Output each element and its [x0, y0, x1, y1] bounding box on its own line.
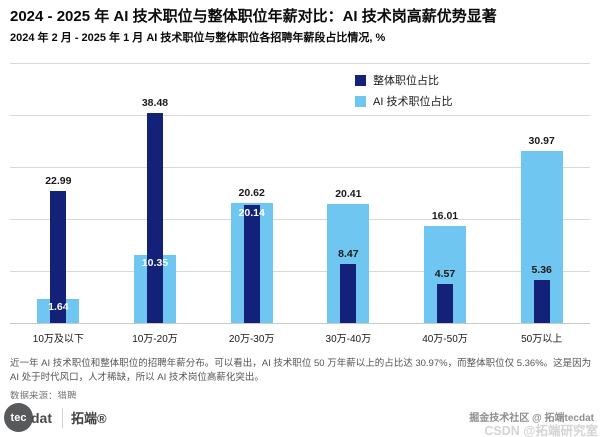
- category-label-1: 10万及以下: [32, 334, 84, 345]
- tecdat-logo: tec dat 拓端®: [4, 403, 107, 432]
- gridline: [10, 115, 590, 116]
- chart-legend: 整体职位占比 AI 技术职位占比: [355, 72, 452, 114]
- category-label-5: 40万-50万: [422, 334, 468, 345]
- data-source: 数据来源：猎聘: [10, 391, 77, 402]
- tecdat-logo-text: dat: [31, 409, 52, 426]
- tecdat-logo-circle-icon: tec: [4, 403, 33, 432]
- bar-group-4: 20.41 8.47 30万-40万: [300, 63, 397, 345]
- value-label-ai: 1.64: [48, 300, 69, 313]
- legend-swatch-ai-icon: [355, 95, 366, 107]
- bar-group-2: 10.35 38.48 10万-20万: [107, 63, 204, 346]
- watermark-csdn: CSDN @拓端研究室: [484, 424, 598, 437]
- gridline: [10, 167, 590, 168]
- category-label-2: 10万-20万: [132, 334, 178, 345]
- category-label-3: 20万-30万: [228, 334, 275, 345]
- value-label-ai: 10.35: [141, 256, 169, 269]
- page-title: 2024 - 2025 年 AI 技术职位与整体职位年薪对比：AI 技术岗高薪优…: [10, 8, 497, 25]
- legend-swatch-overall-icon: [355, 74, 366, 86]
- value-label-overall: 20.14: [238, 207, 265, 220]
- bar-overall-4: [340, 264, 357, 323]
- bar-overall-3: [243, 205, 260, 323]
- gridline: [10, 63, 590, 64]
- bar-overall-2: [146, 112, 163, 323]
- page-subtitle: 2024 年 2 月 - 2025 年 1 月 AI 技术职位与整体职位各招聘年…: [10, 32, 386, 44]
- logo-divider: [62, 407, 63, 428]
- footer-bar: tec dat 拓端® 掘金技术社区 @ 拓端tecdat CSDN @拓端研究…: [0, 399, 600, 437]
- category-label-6: 50万以上: [521, 334, 563, 345]
- legend-label-ai: AI 技术职位占比: [373, 96, 453, 108]
- x-axis-line: [10, 323, 590, 324]
- value-label-overall: 22.99: [45, 174, 72, 187]
- value-label-ai: 30.97: [528, 134, 555, 147]
- gridline: [10, 219, 590, 220]
- value-label-overall: 4.57: [434, 268, 456, 281]
- bar-chart: 整体职位占比 AI 技术职位占比 1.64 22.99 10万及以下 10.35 38.…: [10, 63, 590, 346]
- bar-group-1: 1.64 22.99 10万及以下: [10, 63, 107, 345]
- bar-overall-5: [436, 284, 453, 323]
- value-label-ai: 20.62: [238, 186, 265, 199]
- bar-overall-1: [50, 190, 67, 323]
- legend-item-overall: 整体职位占比: [355, 72, 452, 88]
- legend-label-overall: 整体职位占比: [373, 75, 439, 87]
- value-label-overall: 38.48: [141, 96, 169, 109]
- footnote-text: 近一年 AI 技术职位和整体职位的招聘年薪分布。可以看出，AI 技术职位 50 …: [10, 358, 592, 384]
- bar-group-5: 16.01 4.57 40万-50万: [397, 63, 494, 345]
- bar-group-3: 20.62 20.14 20万-30万: [203, 63, 300, 345]
- value-label-overall: 5.36: [531, 264, 552, 277]
- bar-group-6: 30.97 5.36 50万以上: [493, 63, 590, 345]
- gridline: [10, 271, 590, 272]
- watermark-community: 掘金技术社区 @ 拓端tecdat: [469, 413, 594, 424]
- value-label-ai: 16.01: [431, 210, 459, 223]
- value-label-overall: 8.47: [338, 248, 359, 261]
- category-label-4: 30万-40万: [325, 334, 372, 345]
- value-label-ai: 20.41: [335, 187, 362, 200]
- brand-name: 拓端®: [71, 411, 107, 426]
- bar-overall-6: [533, 280, 550, 323]
- legend-item-ai: AI 技术职位占比: [355, 93, 452, 109]
